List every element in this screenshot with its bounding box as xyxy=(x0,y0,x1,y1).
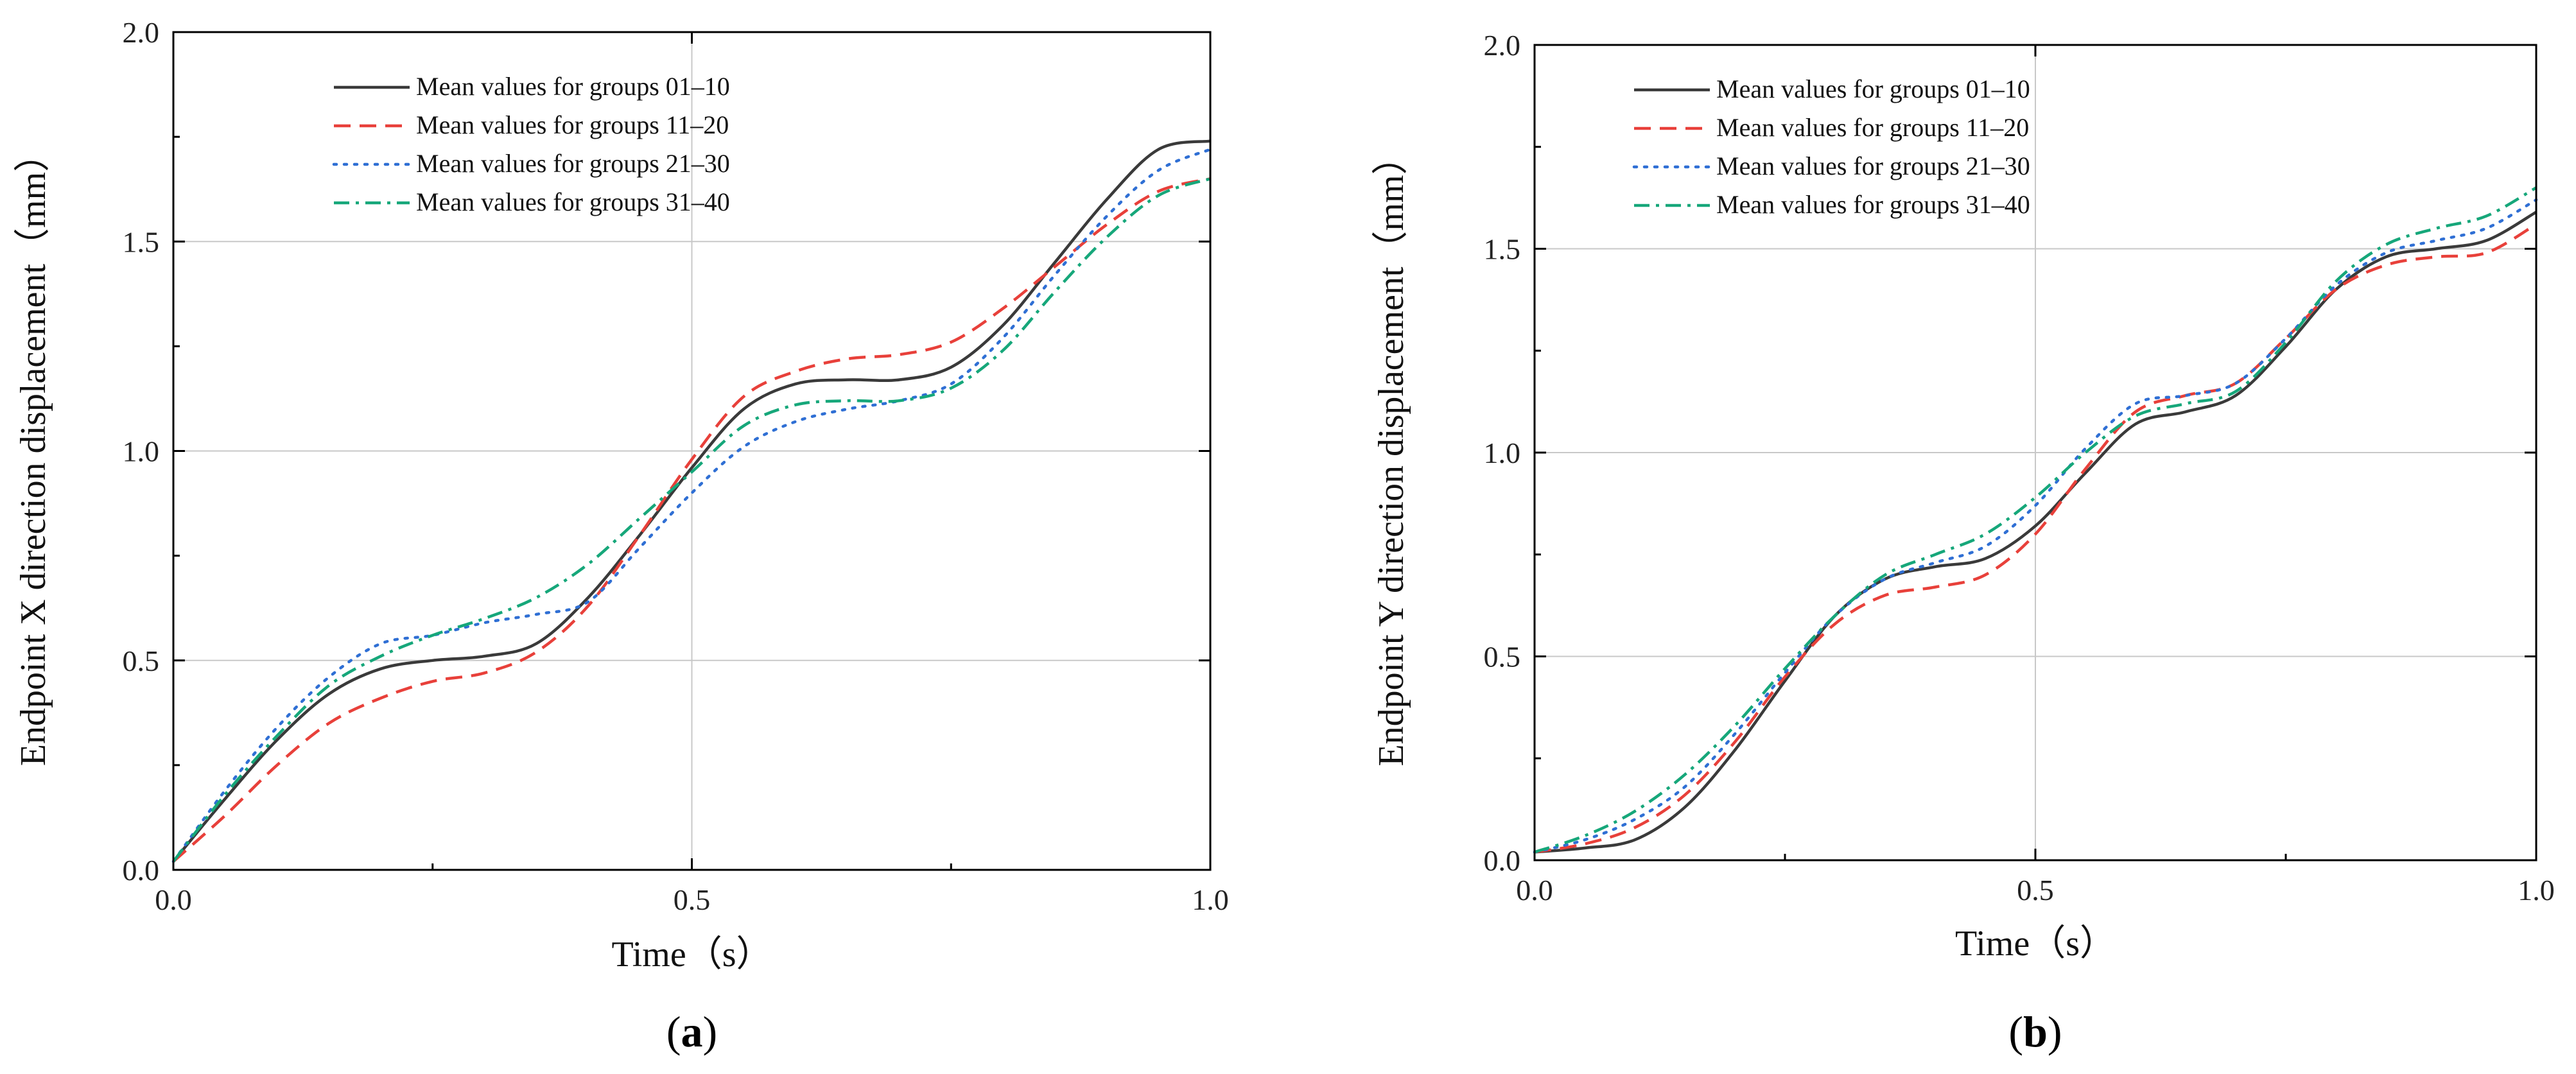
legend-label-4: Mean values for groups 31–40 xyxy=(416,187,730,216)
y-tick-label: 0.5 xyxy=(1484,641,1521,673)
x-tick-label: 0.0 xyxy=(1516,874,1553,906)
legend-label-3: Mean values for groups 21–30 xyxy=(1716,152,2030,180)
x-tick-label: 0.5 xyxy=(2017,874,2054,906)
x-tick-label: 1.0 xyxy=(2518,874,2555,906)
legend-label-3: Mean values for groups 21–30 xyxy=(416,149,730,178)
legend-label-4: Mean values for groups 31–40 xyxy=(1716,190,2030,219)
series-line-1 xyxy=(1534,211,2537,854)
legend-label-1: Mean values for groups 01–10 xyxy=(1716,74,2030,103)
series-line-2 xyxy=(172,177,1211,863)
y-tick-label: 1.5 xyxy=(1484,233,1521,266)
legend-label-2: Mean values for groups 11–20 xyxy=(416,110,729,139)
x-tick-label: 0.0 xyxy=(155,883,192,916)
x-axis-label: Time（s） xyxy=(611,935,772,974)
y-tick-label: 1.0 xyxy=(1484,437,1521,469)
y-axis-label: Endpoint Y direction displacement（mm） xyxy=(1371,139,1411,766)
x-tick-label: 1.0 xyxy=(1192,883,1229,916)
panel-b: 0.0 0.5 1.0 0.0 0.5 1.0 1.5 2.0 Time（s） Endpoint … xyxy=(1371,29,2555,1056)
y-axis-label: Endpoint X direction displacement（mm） xyxy=(13,136,53,766)
y-tick-label: 0.5 xyxy=(123,645,160,677)
subfigure-label: (b) xyxy=(2008,1007,2062,1056)
series-line-3 xyxy=(171,148,1212,863)
y-tick-label: 2.0 xyxy=(123,16,160,49)
y-tick-label: 1.5 xyxy=(123,225,160,258)
y-tick-label: 0.0 xyxy=(123,854,160,887)
subfigure-label: (a) xyxy=(666,1007,717,1056)
series-line-3 xyxy=(1533,198,2538,854)
legend-label-1: Mean values for groups 01–10 xyxy=(416,72,730,101)
panel-a: 0.0 0.5 1.0 0.0 0.5 1.0 1.5 2.0 Time（s） Endpoint … xyxy=(13,16,1229,1056)
y-tick-label: 1.0 xyxy=(123,435,160,468)
x-tick-label: 0.5 xyxy=(674,883,711,916)
x-axis-label: Time（s） xyxy=(1955,924,2116,964)
y-tick-label: 0.0 xyxy=(1484,844,1521,877)
legend-label-2: Mean values for groups 11–20 xyxy=(1716,113,2029,142)
series-line-4 xyxy=(1534,186,2537,854)
series-line-2 xyxy=(1534,223,2537,854)
y-tick-label: 2.0 xyxy=(1484,29,1521,62)
series-line-4 xyxy=(172,177,1211,863)
